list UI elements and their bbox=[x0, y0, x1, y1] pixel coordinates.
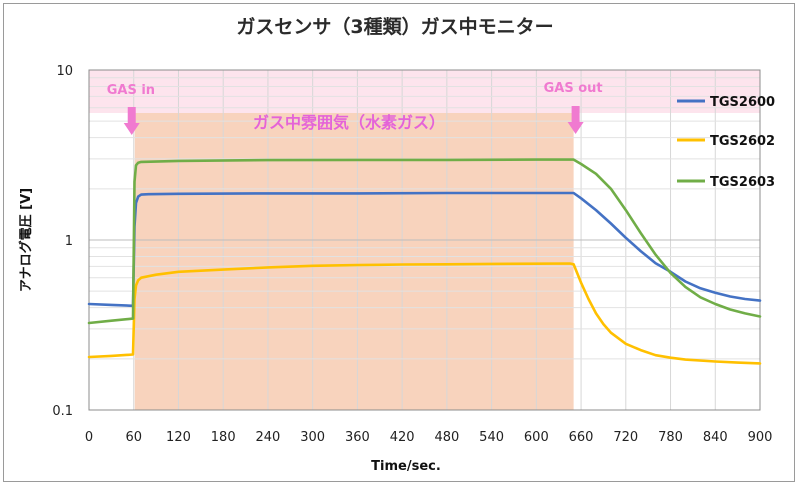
x-tick-label: 180 bbox=[211, 430, 236, 445]
plot-background bbox=[89, 70, 760, 410]
series-lines bbox=[87, 158, 762, 365]
axis-ticks: 0 60 120 180 240 300 360 420 480 540 600 660 720 780 8… bbox=[52, 64, 772, 445]
x-tick-label: 480 bbox=[434, 430, 459, 445]
gas-out-arrow-icon bbox=[567, 122, 584, 134]
annotations: GAS in GAS out ガス中雰囲気（水素ガス） bbox=[107, 81, 603, 135]
x-tick-label: 300 bbox=[300, 430, 325, 445]
gas-out-label: GAS out bbox=[544, 81, 603, 96]
series-line-tgs2602 bbox=[87, 262, 762, 365]
gas-window-shading bbox=[134, 113, 574, 410]
x-tick-label: 540 bbox=[479, 430, 504, 445]
x-axis-label: Time/sec. bbox=[371, 459, 441, 474]
gas-in-label: GAS in bbox=[107, 83, 155, 98]
legend-item-label: TGS2603 bbox=[710, 175, 775, 190]
y-tick-label: 10 bbox=[56, 64, 73, 79]
x-tick-label: 60 bbox=[125, 430, 142, 445]
gas-in-arrow-icon bbox=[123, 123, 140, 135]
x-tick-label: 360 bbox=[345, 430, 370, 445]
x-tick-label: 840 bbox=[703, 430, 728, 445]
x-tick-label: 240 bbox=[256, 430, 281, 445]
y-tick-label: 1 bbox=[65, 234, 73, 249]
x-tick-label: 420 bbox=[390, 430, 415, 445]
x-tick-label: 0 bbox=[85, 430, 93, 445]
x-tick-label: 120 bbox=[166, 430, 191, 445]
series-line-tgs2603 bbox=[87, 158, 762, 325]
atmosphere-label: ガス中雰囲気（水素ガス） bbox=[253, 113, 445, 132]
gas-label-band bbox=[89, 70, 760, 113]
legend: TGS2600 TGS2602 TGS2603 bbox=[677, 95, 775, 190]
x-tick-label: 660 bbox=[569, 430, 594, 445]
x-tick-label: 780 bbox=[658, 430, 683, 445]
legend-item-label: TGS2602 bbox=[710, 134, 775, 149]
y-tick-label: 0.1 bbox=[52, 404, 73, 419]
series-line-tgs2600 bbox=[87, 191, 762, 308]
x-tick-label: 600 bbox=[524, 430, 549, 445]
legend-item-label: TGS2600 bbox=[710, 95, 775, 110]
chart-title: ガスセンサ（3種類）ガス中モニター bbox=[236, 15, 553, 38]
y-axis-label: アナログ電圧 [V] bbox=[18, 188, 34, 292]
gas-out-arrow-shaft bbox=[571, 106, 580, 123]
plot-border bbox=[88, 69, 761, 411]
x-tick-label: 720 bbox=[613, 430, 638, 445]
gas-in-arrow-shaft bbox=[127, 107, 136, 124]
x-tick-label: 900 bbox=[748, 430, 773, 445]
